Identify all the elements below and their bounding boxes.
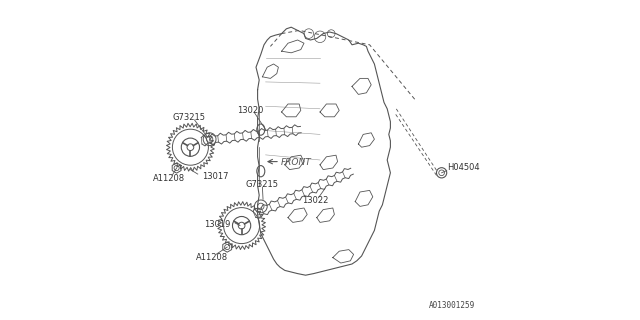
Text: H04504: H04504: [447, 163, 479, 172]
Text: A11208: A11208: [196, 253, 228, 262]
Text: 13017: 13017: [202, 172, 228, 181]
Text: FRONT: FRONT: [281, 158, 312, 167]
Text: G73215: G73215: [173, 113, 206, 122]
Text: A11208: A11208: [153, 174, 185, 183]
Text: G73215: G73215: [246, 180, 279, 189]
Text: A013001259: A013001259: [429, 301, 475, 310]
Text: 13019: 13019: [204, 220, 230, 229]
Text: 13020: 13020: [237, 106, 264, 115]
Text: 13022: 13022: [302, 196, 329, 205]
